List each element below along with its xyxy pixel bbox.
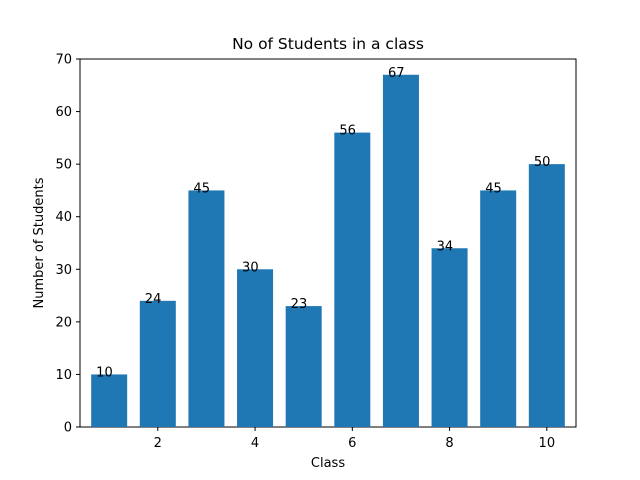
y-axis: 0 10 20 30 40 50 60 70 (55, 53, 80, 436)
data-label: 45 (193, 181, 210, 196)
x-tick-label: 6 (348, 436, 356, 451)
bar (188, 190, 225, 427)
y-tick-label: 50 (55, 158, 72, 173)
y-tick-label: 30 (55, 263, 72, 278)
data-label: 67 (388, 66, 405, 81)
x-axis: 2 4 6 8 10 (154, 427, 555, 451)
data-label: 10 (96, 365, 113, 380)
bar (528, 164, 565, 427)
y-tick-label: 20 (55, 315, 72, 330)
x-tick-label: 2 (154, 436, 162, 451)
x-tick-label: 10 (539, 436, 556, 451)
data-label: 45 (485, 181, 502, 196)
y-tick-label: 70 (55, 53, 72, 68)
chart-title: No of Students in a class (232, 35, 424, 53)
data-label: 50 (534, 155, 551, 170)
data-label: 23 (291, 297, 308, 312)
bar (480, 190, 517, 427)
bar (91, 374, 128, 427)
bar (334, 132, 371, 427)
plot-area (79, 58, 577, 428)
y-tick-label: 10 (55, 368, 72, 383)
y-axis-label: Number of Students (32, 177, 47, 308)
bar (382, 74, 419, 428)
bar (237, 269, 274, 427)
data-label: 34 (437, 239, 454, 254)
x-tick-label: 4 (251, 436, 259, 451)
data-labels: 10 24 45 30 23 56 67 34 45 50 (96, 66, 550, 381)
plot-frame (79, 58, 577, 428)
y-tick-label: 40 (55, 210, 72, 225)
bar (431, 248, 468, 427)
data-label: 24 (145, 292, 162, 307)
y-tick-label: 0 (64, 421, 72, 436)
data-label: 30 (242, 260, 259, 275)
x-tick-label: 8 (445, 436, 453, 451)
x-axis-label: Class (311, 456, 345, 471)
bar (139, 300, 176, 427)
bar-series (91, 74, 565, 428)
data-label: 56 (339, 124, 356, 139)
y-tick-label: 60 (55, 105, 72, 120)
bar (285, 306, 322, 427)
